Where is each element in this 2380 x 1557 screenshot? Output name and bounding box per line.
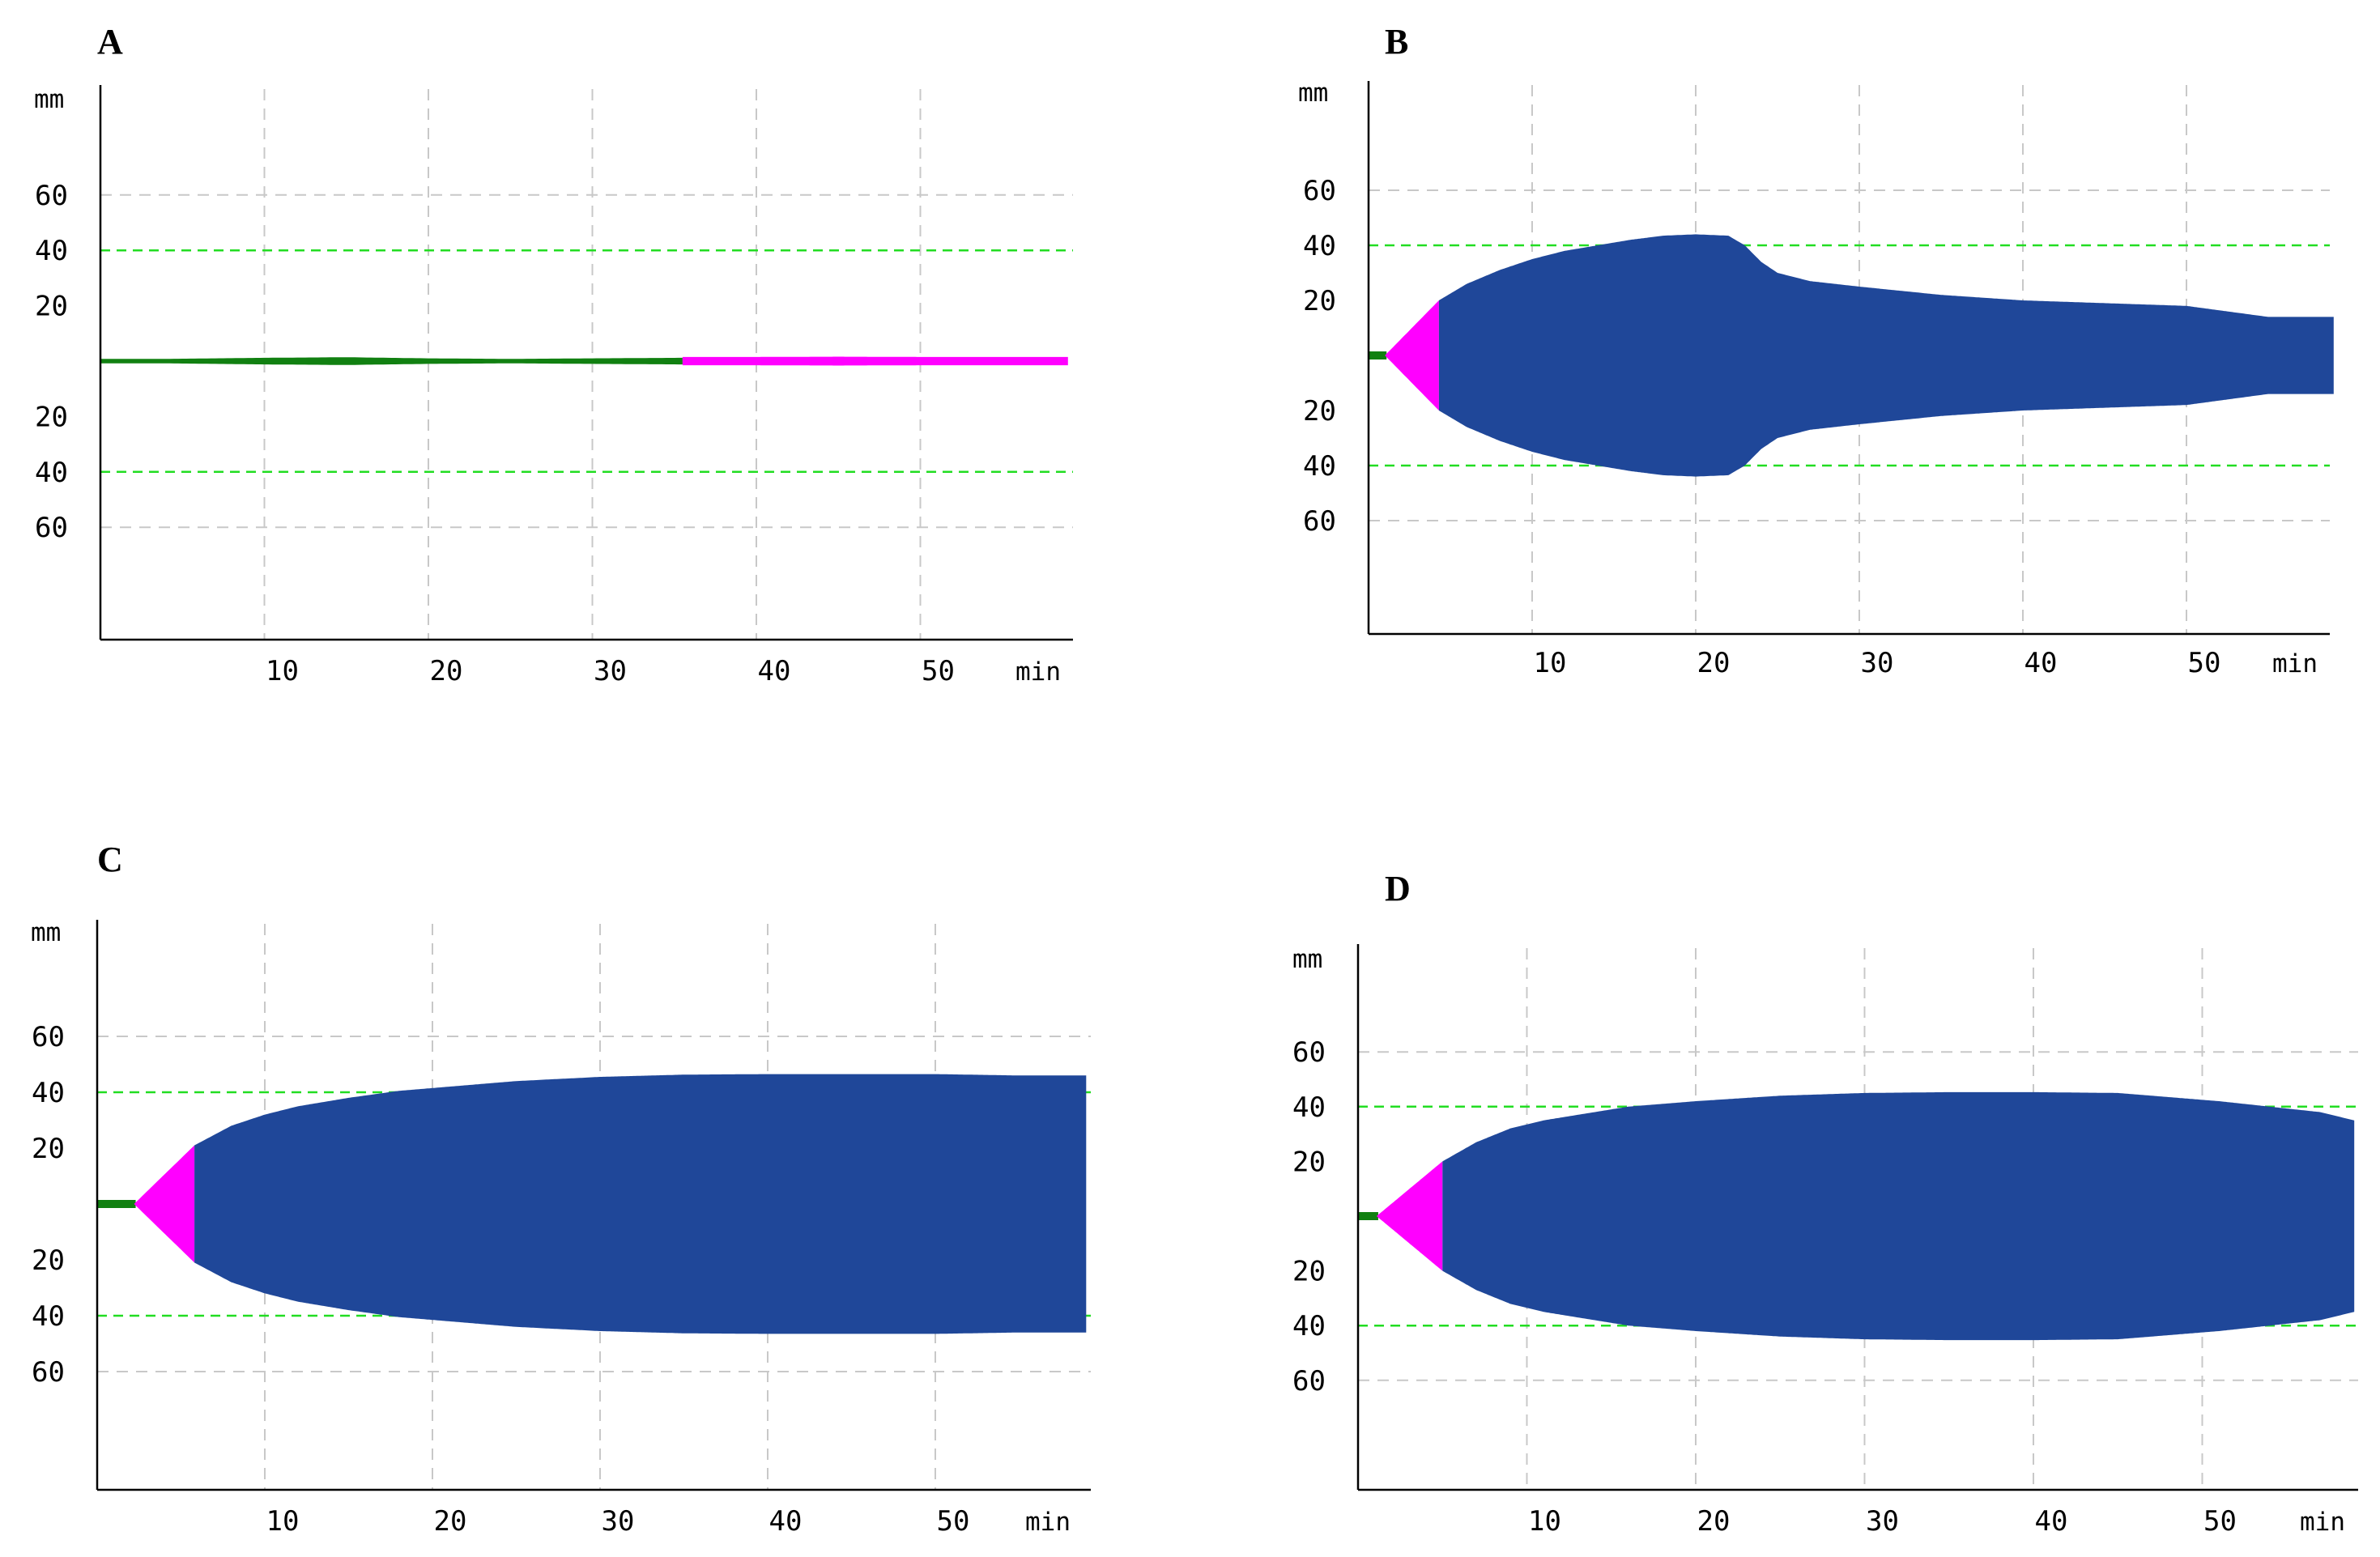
y-tick-label: 20	[1292, 1146, 1326, 1178]
x-tick-label: 40	[758, 655, 791, 687]
x-tick-label: 30	[602, 1505, 635, 1538]
y-unit-label: mm	[34, 85, 64, 114]
clot-amplitude-area	[1438, 234, 2334, 477]
y-tick-label: 40	[32, 1077, 65, 1109]
clot-amplitude-area	[1442, 1091, 2355, 1341]
x-unit-label: min	[2300, 1508, 2345, 1537]
x-tick-label: 50	[2203, 1505, 2237, 1538]
x-tick-label: 20	[1697, 1505, 1731, 1538]
y-tick-label: 40	[32, 1300, 65, 1333]
y-tick-label: 20	[32, 1244, 65, 1277]
baseline-trace	[100, 357, 683, 365]
x-tick-label: 20	[1697, 647, 1731, 679]
y-tick-label: 60	[1292, 1365, 1326, 1397]
panel-letter: B	[1385, 22, 1408, 62]
y-tick-label: 60	[35, 512, 68, 544]
y-tick-label: 60	[1303, 505, 1336, 538]
x-tick-label: 10	[1534, 647, 1567, 679]
panel-letter: A	[97, 22, 123, 62]
panel-letter: D	[1385, 869, 1411, 908]
y-tick-label: 40	[35, 457, 68, 489]
y-tick-label: 40	[1292, 1310, 1326, 1342]
y-tick-label: 60	[32, 1356, 65, 1389]
clot-amplitude-area	[194, 1074, 1087, 1334]
y-tick-label: 60	[32, 1021, 65, 1053]
y-tick-label: 20	[35, 291, 68, 323]
y-tick-label: 20	[1292, 1256, 1326, 1288]
x-tick-label: 50	[922, 655, 955, 687]
x-tick-label: 30	[1866, 1505, 1899, 1538]
x-unit-label: min	[1015, 657, 1061, 687]
x-unit-label: min	[2272, 649, 2318, 679]
x-tick-label: 30	[1861, 647, 1894, 679]
x-tick-label: 30	[594, 655, 627, 687]
y-tick-label: 40	[1303, 450, 1336, 483]
initiation-area	[1385, 300, 1439, 411]
y-unit-label: mm	[1298, 79, 1328, 108]
panel-b: Bmm 60 40 20 20 40 60 10 20 30 40 50 min	[1298, 22, 2334, 679]
x-tick-label: 40	[2035, 1505, 2068, 1538]
x-tick-label: 40	[769, 1505, 803, 1538]
y-tick-label: 20	[35, 401, 68, 433]
y-unit-label: mm	[31, 918, 61, 947]
x-tick-label: 10	[1528, 1505, 1561, 1538]
y-tick-label: 40	[1292, 1091, 1326, 1124]
x-tick-label: 10	[266, 655, 299, 687]
initiation-area	[1376, 1161, 1443, 1271]
y-unit-label: mm	[1292, 945, 1322, 974]
x-tick-label: 40	[2024, 647, 2058, 679]
y-tick-label: 60	[35, 180, 68, 212]
x-tick-label: 10	[266, 1505, 300, 1538]
panel-c: Cmm 60 40 20 20 40 60 10 20 30 40 50 min	[31, 840, 1091, 1538]
initiation-area	[682, 356, 1068, 366]
y-tick-label: 60	[1303, 175, 1336, 207]
y-tick-label: 20	[1303, 285, 1336, 317]
panel-letter: C	[97, 840, 123, 879]
y-tick-label: 60	[1292, 1036, 1326, 1069]
y-tick-label: 40	[1303, 230, 1336, 262]
x-unit-label: min	[1025, 1508, 1071, 1537]
x-tick-label: 20	[434, 1505, 467, 1538]
initiation-area	[134, 1145, 195, 1263]
y-tick-label: 40	[35, 235, 68, 267]
panel-d: Dmm 60 40 20 20 40 60 10 20 30 40 50 min	[1292, 869, 2358, 1538]
y-tick-label: 20	[32, 1133, 65, 1165]
y-tick-label: 20	[1303, 395, 1336, 428]
x-tick-label: 20	[430, 655, 463, 687]
x-tick-label: 50	[2188, 647, 2221, 679]
x-tick-label: 50	[937, 1505, 970, 1538]
panel-a: Amm 60 40 20 20 40 60 10 20 30 40 50 min	[34, 22, 1073, 687]
